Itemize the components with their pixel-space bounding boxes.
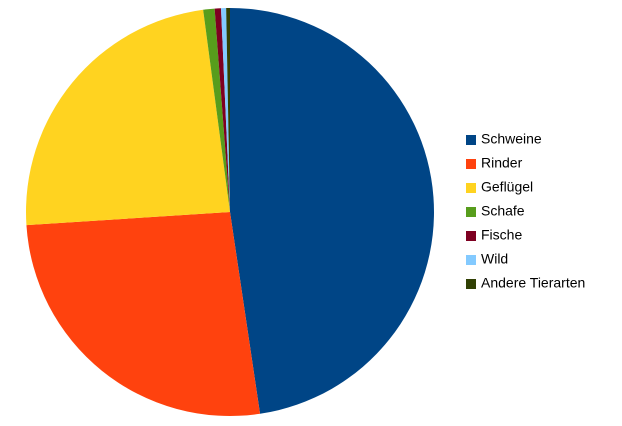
legend-label: Wild xyxy=(481,251,508,267)
legend-swatch xyxy=(466,135,476,145)
legend-label: Rinder xyxy=(481,155,523,171)
legend-swatch xyxy=(466,207,476,217)
legend-swatch xyxy=(466,279,476,289)
pie-slice xyxy=(214,8,230,212)
pie-slice xyxy=(226,8,230,212)
legend-swatch xyxy=(466,159,476,169)
legend-label: Schweine xyxy=(481,131,542,147)
pie-slice xyxy=(26,9,230,226)
pie-slice xyxy=(26,212,261,416)
legend-label: Schafe xyxy=(481,203,525,219)
pie-slice xyxy=(203,8,230,212)
legend-swatch xyxy=(466,231,476,241)
legend-label: Geflügel xyxy=(481,179,533,195)
pie-slice xyxy=(221,8,230,212)
pie-slice xyxy=(230,8,434,414)
legend-label: Fische xyxy=(481,227,522,243)
legend-swatch xyxy=(466,255,476,265)
legend-swatch xyxy=(466,183,476,193)
legend-label: Andere Tierarten xyxy=(481,275,585,291)
